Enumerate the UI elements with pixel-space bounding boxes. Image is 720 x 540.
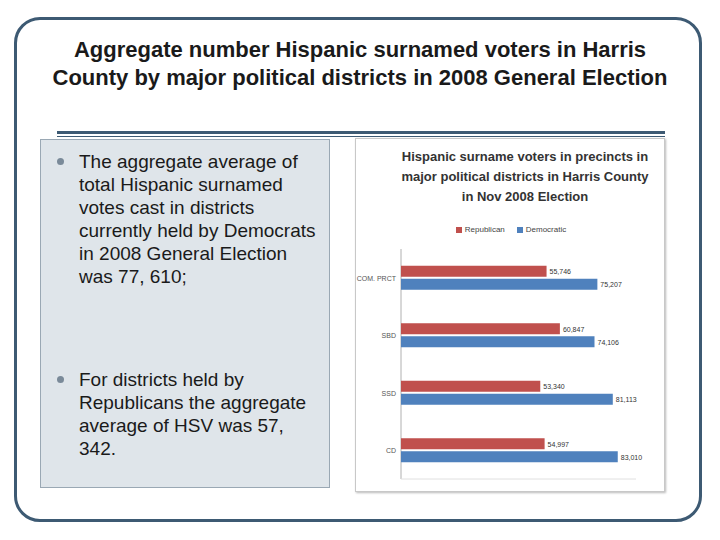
- bullet-box: The aggregate average of total Hispanic …: [40, 139, 330, 488]
- bar: [401, 394, 613, 405]
- chart-box: Hispanic surname voters in precincts in …: [355, 138, 665, 492]
- bar: [401, 336, 594, 347]
- data-label: 60,847: [563, 326, 585, 333]
- bar: [401, 438, 545, 449]
- title-rule: [57, 131, 665, 134]
- bullet-dot: [57, 158, 64, 165]
- slide-title: Aggregate number Hispanic surnamed voter…: [45, 36, 675, 92]
- category-label: CD: [386, 447, 396, 454]
- bullet-text: For districts held by Republicans the ag…: [79, 368, 319, 460]
- bar: [401, 451, 618, 462]
- bar: [401, 323, 560, 334]
- category-label: COM. PRCT: [357, 275, 397, 282]
- bar: [401, 266, 547, 277]
- data-label: 83,010: [621, 454, 643, 461]
- legend-label: Republican: [465, 225, 505, 234]
- legend-swatch: [456, 227, 462, 233]
- legend-label: Democratic: [526, 225, 566, 234]
- bullet-text: The aggregate average of total Hispanic …: [79, 150, 319, 288]
- data-label: 55,746: [550, 268, 572, 275]
- category-label: SSD: [382, 390, 396, 397]
- value-axis: [401, 479, 636, 480]
- legend-item: Republican: [456, 225, 505, 234]
- bar: [401, 279, 597, 290]
- legend-item: Democratic: [517, 225, 566, 234]
- title-rule: [57, 136, 665, 137]
- bar: [401, 381, 540, 392]
- legend: Republican Democratic: [356, 225, 666, 234]
- data-label: 81,113: [616, 396, 637, 403]
- bullet-dot: [57, 376, 64, 383]
- bars: [401, 266, 618, 463]
- data-label: 53,340: [543, 383, 565, 390]
- data-label: 54,997: [548, 441, 570, 448]
- data-label: 75,207: [600, 281, 622, 288]
- legend-swatch: [517, 227, 523, 233]
- plot: COM. PRCT SBD SSD CD 55,746 60,847 53,340 54,99…: [356, 249, 666, 481]
- chart-title: Hispanic surname voters in precincts in …: [394, 147, 656, 207]
- data-label: 74,106: [597, 339, 619, 346]
- category-label: SBD: [382, 332, 396, 339]
